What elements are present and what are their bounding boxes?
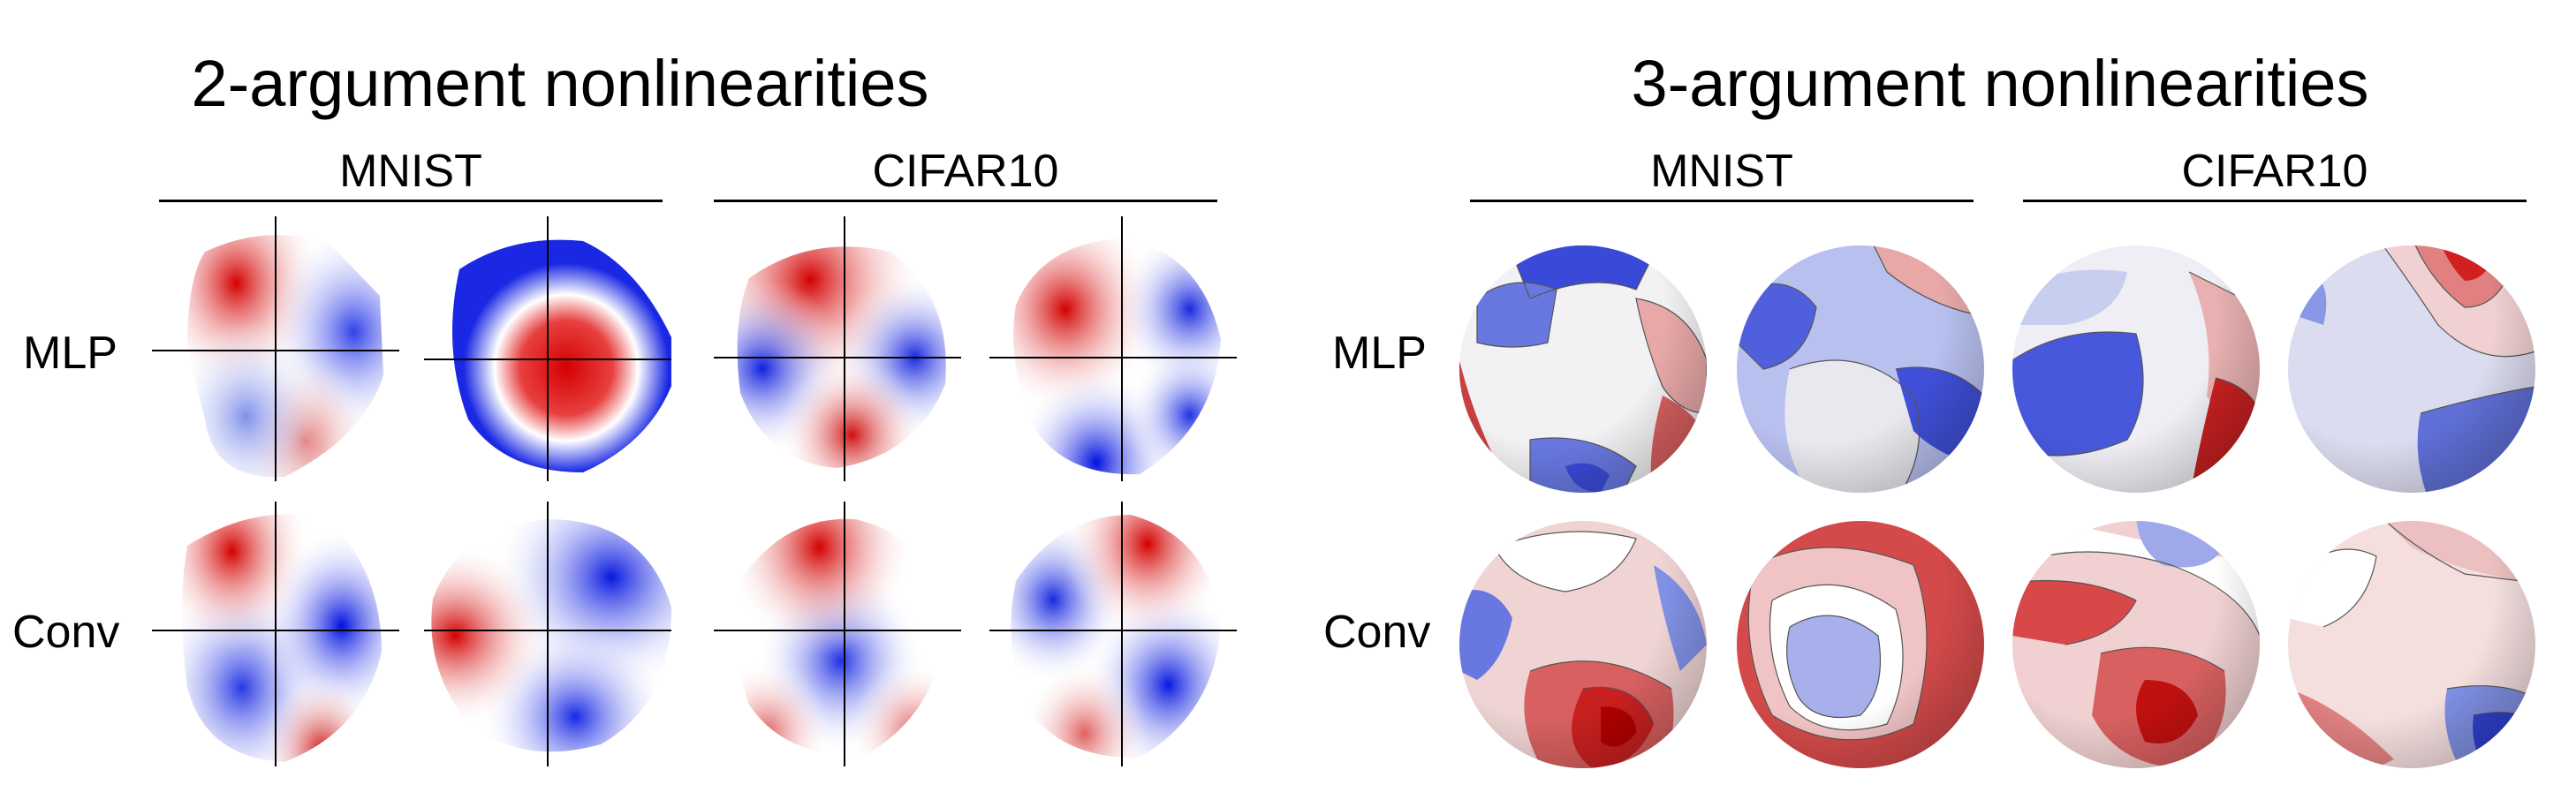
row-label-2arg-mlp: MLP: [23, 328, 117, 379]
row-label-3arg-mlp: MLP: [1332, 328, 1427, 379]
sphere-3arg-cifar10-mlp-1: [2012, 237, 2260, 502]
blob-2arg-cifar10-mlp-1: [714, 216, 961, 481]
blob-2arg-cifar10-conv-2: [989, 502, 1237, 766]
sphere-3arg-cifar10-mlp-2: [2288, 237, 2535, 502]
blob-2arg-mnist-mlp-1: [152, 216, 399, 481]
blob-2arg-mnist-mlp-2: [424, 216, 671, 481]
blob-2arg-cifar10-conv-1: [714, 502, 961, 766]
sphere-3arg-mnist-conv-2: [1737, 512, 1984, 777]
sphere-3arg-cifar10-conv-2: [2288, 512, 2535, 777]
sphere-3arg-mnist-mlp-2: [1737, 237, 1984, 502]
dataset-label-2arg-cifar10: CIFAR10: [872, 146, 1059, 197]
panel-title-3arg: 3-argument nonlinearities: [1631, 47, 2369, 120]
blob-2arg-cifar10-mlp-2: [989, 216, 1237, 481]
dataset-rule-3arg-cifar10: [2023, 200, 2527, 202]
sphere-3arg-mnist-mlp-1: [1459, 237, 1707, 502]
row-label-3arg-conv: Conv: [1323, 607, 1431, 658]
dataset-rule-2arg-cifar10: [714, 200, 1217, 202]
panel-title-2arg: 2-argument nonlinearities: [191, 47, 929, 120]
dataset-label-3arg-cifar10: CIFAR10: [2181, 146, 2368, 197]
row-label-2arg-conv: Conv: [12, 607, 120, 658]
dataset-rule-2arg-mnist: [159, 200, 663, 202]
dataset-label-2arg-mnist: MNIST: [339, 146, 482, 197]
dataset-rule-3arg-mnist: [1470, 200, 1974, 202]
sphere-3arg-cifar10-conv-1: [2012, 512, 2260, 777]
sphere-3arg-mnist-conv-1: [1459, 512, 1707, 777]
blob-2arg-mnist-conv-2: [424, 502, 671, 766]
dataset-label-3arg-mnist: MNIST: [1650, 146, 1793, 197]
blob-2arg-mnist-conv-1: [152, 502, 399, 766]
